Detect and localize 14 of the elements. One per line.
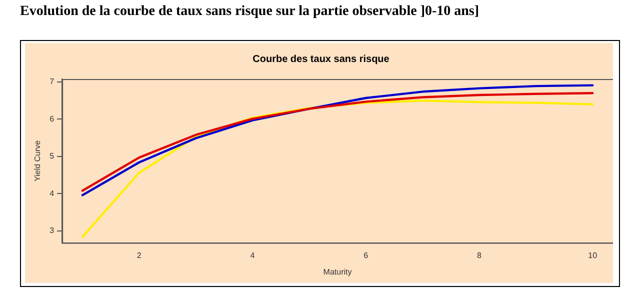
- text: Evolution de la courbe de taux sans risque sur la partie observable ]0-10 ans]: [20, 4, 480, 20]
- x-tick-label: 10: [588, 250, 598, 260]
- x-tick-label: 2: [136, 250, 142, 260]
- x-tick-label: 8: [477, 250, 482, 260]
- x-axis-title: Maturity: [323, 267, 352, 276]
- y-tick-label: 7: [50, 77, 55, 86]
- x-tick-label: 4: [250, 250, 256, 260]
- y-tick-label: 5: [50, 152, 55, 161]
- y-tick-label: 6: [50, 114, 55, 124]
- chart-title: Courbe des taux sans risque: [252, 54, 390, 65]
- y-axis-title: Yield Curve: [33, 140, 42, 182]
- x-tick-label: 6: [364, 250, 369, 260]
- y-tick-label: 4: [50, 188, 55, 198]
- y-tick-label: 3: [50, 226, 55, 236]
